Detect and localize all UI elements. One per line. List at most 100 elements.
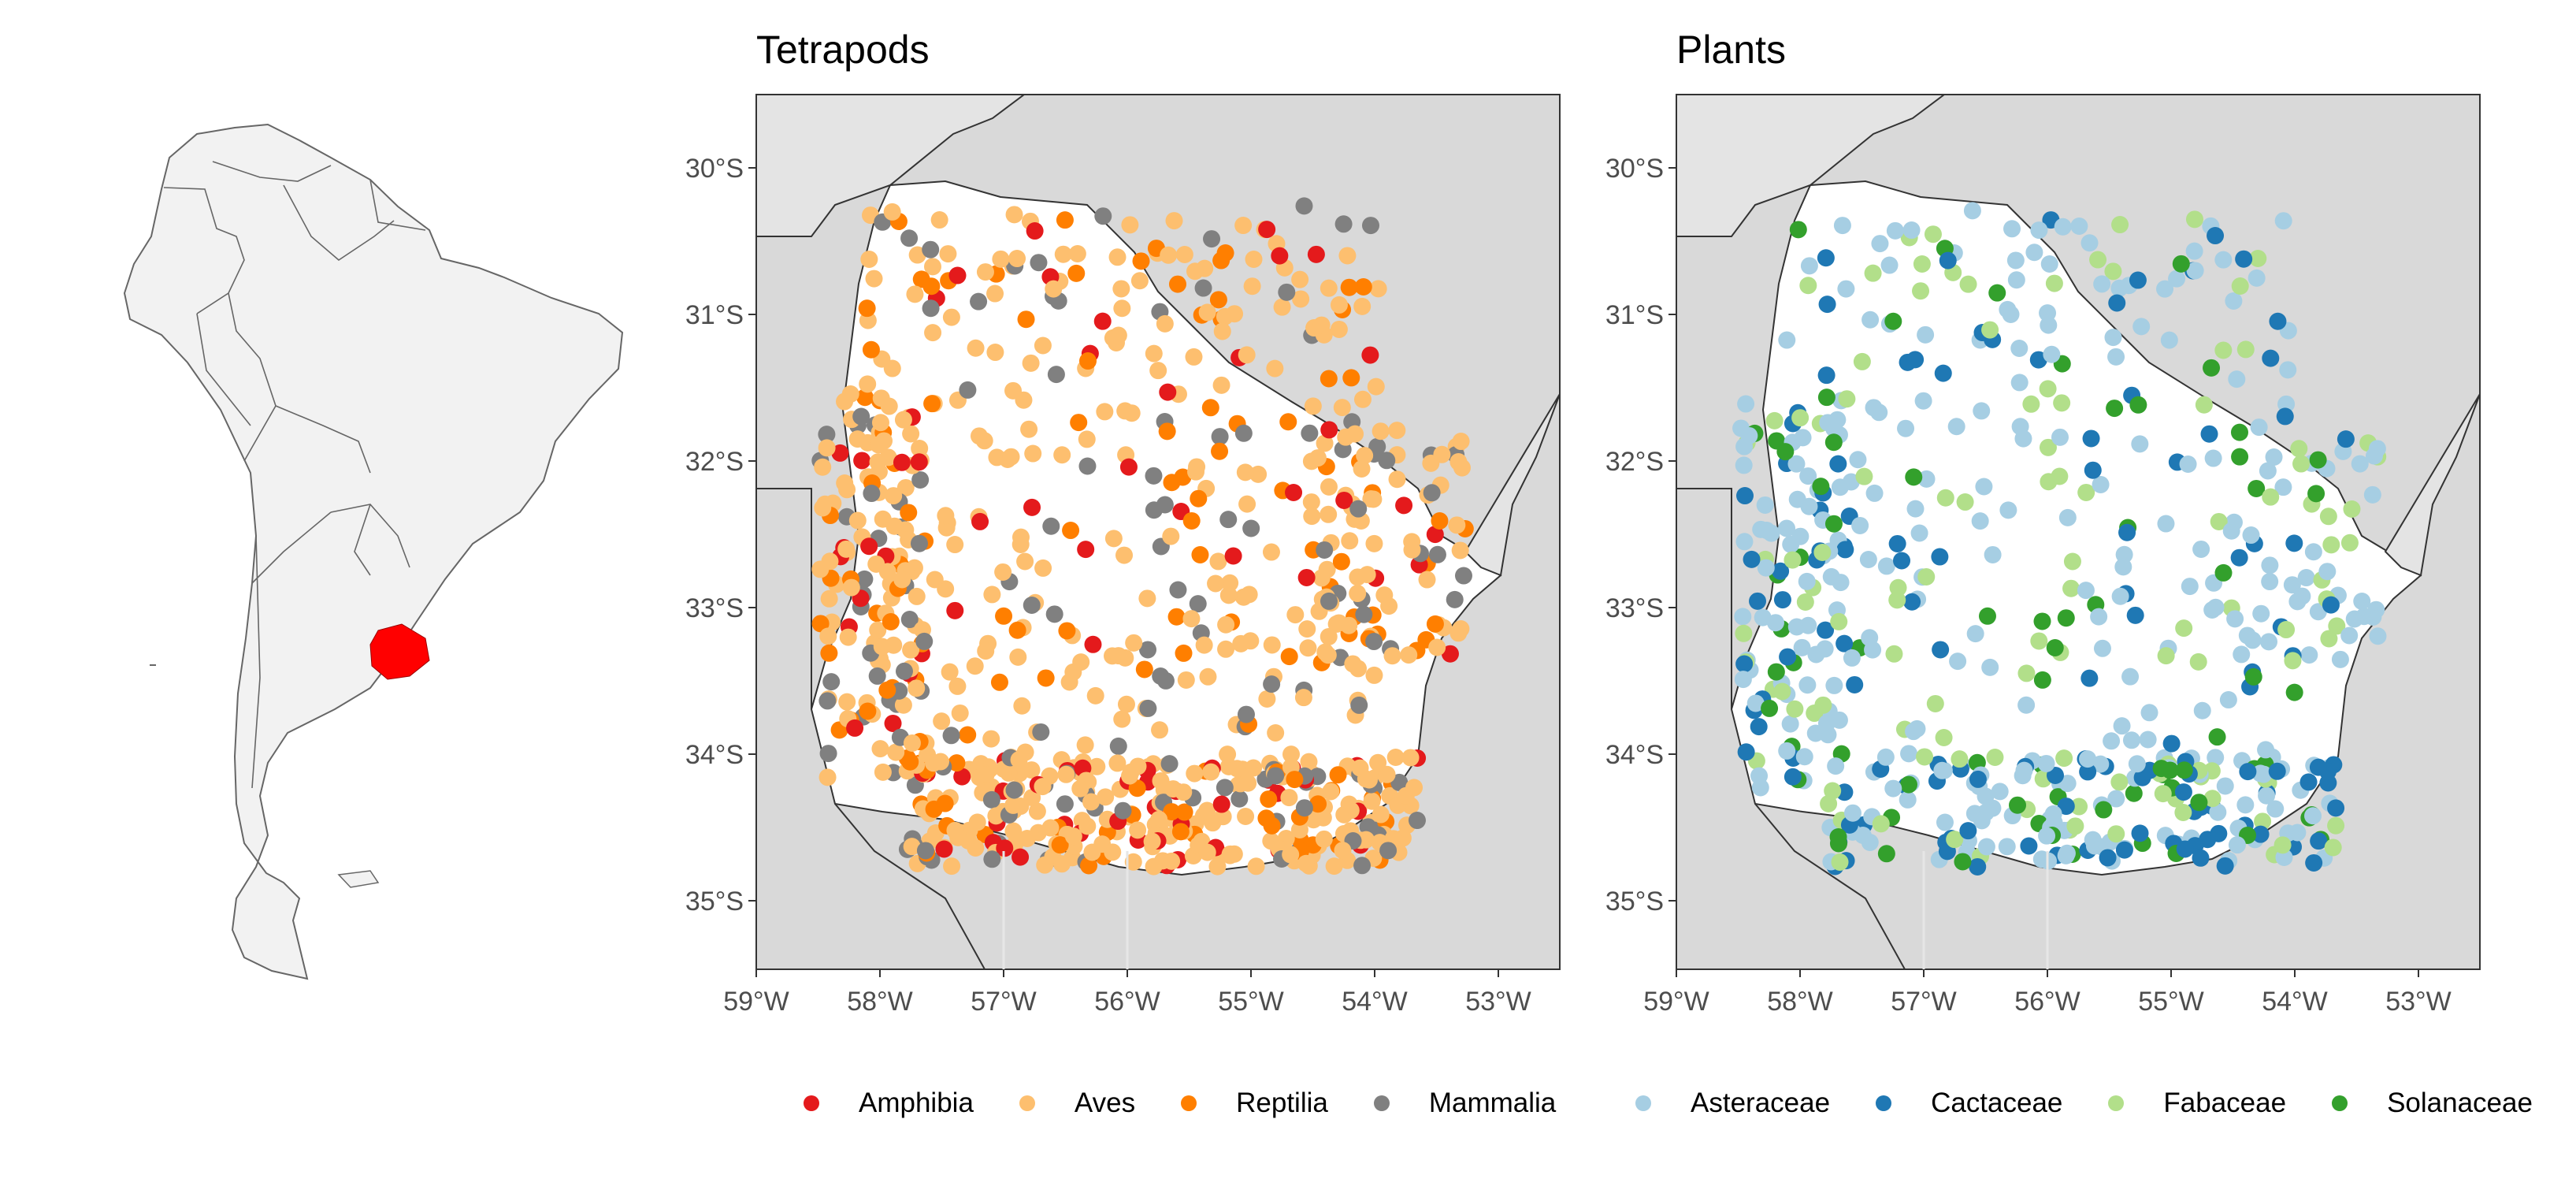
occurrence-point-asteraceae xyxy=(2006,251,2025,270)
occurrence-point-mammalia xyxy=(915,632,934,650)
occurrence-point-aves xyxy=(1164,780,1182,798)
occurrence-point-mammalia xyxy=(1237,705,1255,723)
occurrence-point-asteraceae xyxy=(1828,411,1847,429)
occurrence-point-asteraceae xyxy=(2085,837,2103,855)
occurrence-point-fabaceae xyxy=(1956,493,1974,511)
occurrence-point-asteraceae xyxy=(1877,557,1895,575)
occurrence-point-mammalia xyxy=(970,292,988,310)
occurrence-point-aves xyxy=(1405,779,1423,797)
occurrence-point-aves xyxy=(1369,280,1387,298)
occurrence-point-asteraceae xyxy=(2058,775,2077,793)
occurrence-point-mammalia xyxy=(1295,197,1313,215)
occurrence-point-aves xyxy=(1054,245,1072,263)
occurrence-point-aves xyxy=(1238,346,1256,364)
occurrence-point-aves xyxy=(1338,247,1357,265)
occurrence-point-reptilia xyxy=(990,673,1008,691)
occurrence-point-aves xyxy=(1016,552,1034,571)
occurrence-point-asteraceae xyxy=(2309,603,2327,621)
occurrence-point-asteraceae xyxy=(1973,402,1991,420)
occurrence-point-asteraceae xyxy=(2355,608,2374,626)
occurrence-point-mammalia xyxy=(1189,595,1207,613)
occurrence-point-reptilia xyxy=(1342,369,1360,387)
occurrence-point-cactaceae xyxy=(2210,824,2228,842)
x-tick-label-tetrapods: 55°W xyxy=(1218,987,1284,1017)
occurrence-point-reptilia xyxy=(1263,816,1281,835)
legend-label-solanaceae: Solanaceae xyxy=(2387,1087,2533,1118)
occurrence-point-mammalia xyxy=(863,485,881,503)
occurrence-point-mammalia xyxy=(1194,279,1212,297)
occurrence-point-aves xyxy=(1028,802,1046,820)
occurrence-point-asteraceae xyxy=(2318,563,2337,581)
occurrence-point-fabaceae xyxy=(2055,749,2073,768)
occurrence-point-aves xyxy=(1041,819,1060,837)
occurrence-point-aves xyxy=(1280,789,1298,807)
occurrence-point-amphibia xyxy=(1426,526,1444,544)
occurrence-point-aves xyxy=(1263,636,1281,654)
occurrence-point-cactaceae xyxy=(2129,271,2147,289)
occurrence-point-aves xyxy=(848,511,867,530)
occurrence-point-mammalia xyxy=(852,407,870,426)
occurrence-point-mammalia xyxy=(1094,207,1112,225)
occurrence-point-aves xyxy=(1186,764,1204,783)
legend-dot-asteraceae xyxy=(1635,1095,1651,1111)
occurrence-point-mammalia xyxy=(1359,818,1377,836)
occurrence-point-asteraceae xyxy=(1778,331,1796,349)
occurrence-point-fabaceae xyxy=(2066,817,2084,835)
occurrence-point-solanaceae xyxy=(2046,638,2064,656)
occurrence-point-aves xyxy=(885,517,904,535)
occurrence-point-aves xyxy=(1401,749,1420,767)
occurrence-point-mammalia xyxy=(1023,597,1041,615)
occurrence-point-aves xyxy=(1138,589,1156,608)
occurrence-point-reptilia xyxy=(1163,474,1181,492)
occurrence-point-mammalia xyxy=(1145,501,1163,519)
occurrence-point-aves xyxy=(903,838,921,856)
occurrence-point-asteraceae xyxy=(2258,786,2276,805)
occurrence-point-fabaceae xyxy=(2277,621,2296,639)
occurrence-point-asteraceae xyxy=(1782,535,1800,553)
occurrence-point-aves xyxy=(1282,745,1301,764)
x-tick-label-plants: 59°W xyxy=(1643,987,1709,1017)
occurrence-point-aves xyxy=(942,308,960,326)
occurrence-point-asteraceae xyxy=(1750,767,1769,785)
occurrence-point-aves xyxy=(1125,634,1143,652)
occurrence-point-asteraceae xyxy=(2274,212,2292,230)
occurrence-point-aves xyxy=(1034,559,1052,577)
occurrence-point-solanaceae xyxy=(1829,828,1847,846)
occurrence-point-aves xyxy=(986,344,1004,362)
occurrence-point-aves xyxy=(1228,760,1246,778)
occurrence-point-aves xyxy=(966,657,984,675)
occurrence-point-solanaceae xyxy=(2033,671,2051,689)
occurrence-point-aves xyxy=(1002,448,1020,466)
occurrence-point-asteraceae xyxy=(2160,331,2178,349)
occurrence-point-aves xyxy=(1086,686,1104,705)
occurrence-point-asteraceae xyxy=(2122,731,2140,749)
occurrence-point-asteraceae xyxy=(2168,270,2186,288)
occurrence-point-aves xyxy=(896,478,915,496)
occurrence-point-aves xyxy=(924,324,942,342)
occurrence-point-mammalia xyxy=(1047,366,1065,384)
occurrence-point-cactaceae xyxy=(2080,669,2099,687)
legend-dot-fabaceae xyxy=(2108,1095,2125,1111)
occurrence-point-asteraceae xyxy=(1806,724,1824,742)
occurrence-point-cactaceae xyxy=(1784,768,1802,786)
x-tick-label-plants: 54°W xyxy=(2262,987,2328,1017)
occurrence-point-asteraceae xyxy=(1787,618,1806,636)
occurrence-point-asteraceae xyxy=(1734,608,1752,626)
occurrence-point-fabaceae xyxy=(2089,251,2107,269)
occurrence-point-asteraceae xyxy=(2030,221,2048,240)
occurrence-point-cactaceae xyxy=(2230,548,2248,567)
occurrence-point-aves xyxy=(1243,277,1261,296)
occurrence-point-aves xyxy=(1022,354,1040,372)
occurrence-point-asteraceae xyxy=(2228,370,2246,389)
occurrence-point-mammalia xyxy=(1160,755,1179,773)
occurrence-point-asteraceae xyxy=(1871,235,1889,253)
occurrence-point-fabaceae xyxy=(2111,216,2129,234)
occurrence-point-reptilia xyxy=(936,794,954,812)
occurrence-point-aves xyxy=(911,439,929,457)
occurrence-point-fabaceae xyxy=(1831,853,1849,872)
occurrence-point-asteraceae xyxy=(1910,524,1928,542)
occurrence-point-cactaceae xyxy=(2305,853,2323,872)
occurrence-point-aves xyxy=(1388,422,1406,440)
occurrence-point-aves xyxy=(818,439,836,457)
occurrence-point-aves xyxy=(1076,736,1094,754)
